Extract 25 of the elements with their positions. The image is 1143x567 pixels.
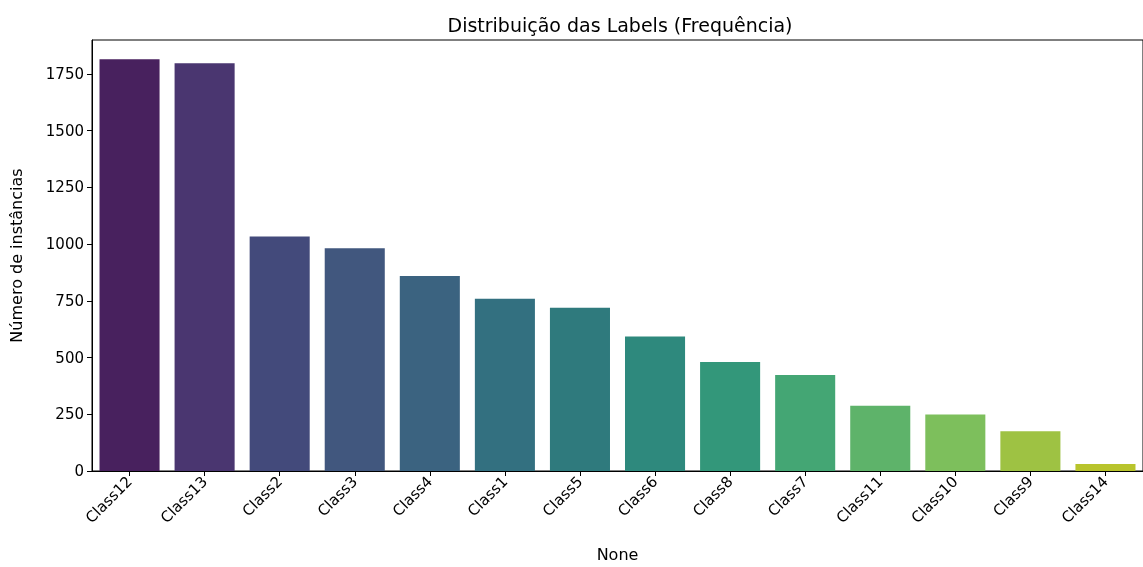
bar bbox=[174, 63, 235, 471]
bar bbox=[775, 375, 836, 471]
bar bbox=[1075, 463, 1136, 471]
y-tick-label: 250 bbox=[55, 405, 84, 424]
bar bbox=[99, 59, 160, 471]
y-tick-label: 500 bbox=[55, 348, 84, 367]
chart-title: Distribuição das Labels (Frequência) bbox=[447, 13, 793, 36]
bar bbox=[474, 298, 535, 471]
y-tick-label: 750 bbox=[55, 291, 84, 310]
x-axis-title: None bbox=[596, 544, 639, 564]
y-tick-label: 1750 bbox=[45, 65, 84, 84]
bar bbox=[1000, 431, 1061, 471]
bar bbox=[700, 362, 761, 471]
bar bbox=[925, 414, 986, 471]
bar bbox=[249, 236, 310, 471]
bar bbox=[549, 307, 610, 471]
y-tick-label: 1000 bbox=[45, 235, 84, 254]
bar bbox=[625, 336, 686, 471]
y-axis-title: Número de instâncias bbox=[6, 168, 26, 343]
bar bbox=[399, 275, 460, 471]
y-tick-label: 0 bbox=[74, 462, 84, 480]
bar bbox=[324, 248, 385, 471]
y-tick-label: 1250 bbox=[45, 178, 84, 197]
y-tick-label: 1500 bbox=[45, 121, 84, 140]
bar bbox=[850, 405, 911, 471]
